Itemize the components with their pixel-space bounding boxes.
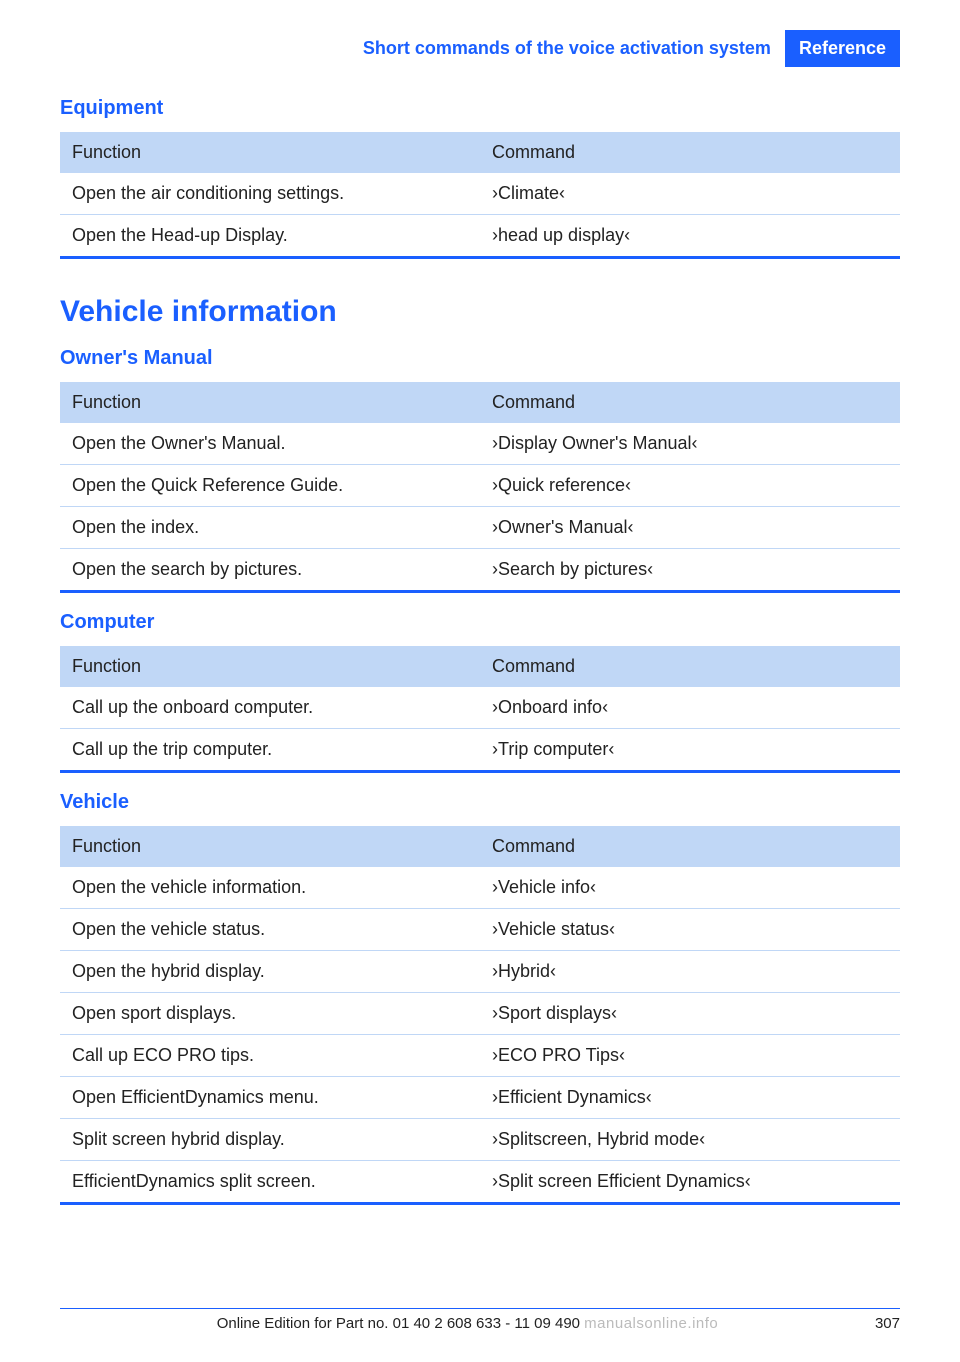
cell-command: ›Vehicle info‹ <box>480 867 900 909</box>
header-reference-tag: Reference <box>785 30 900 67</box>
footer-watermark: manualsonline.info <box>584 1315 718 1332</box>
section-heading-equipment: Equipment <box>60 97 900 120</box>
col-function: Function <box>60 132 480 173</box>
cell-function: Call up the trip computer. <box>60 729 480 772</box>
col-function: Function <box>60 826 480 867</box>
table-row: Open the index. ›Owner's Manual‹ <box>60 507 900 549</box>
col-function: Function <box>60 382 480 423</box>
cell-function: Open the hybrid display. <box>60 951 480 993</box>
footer-edition-label: Online Edition for Part no. 01 40 2 608 … <box>217 1315 580 1332</box>
cell-command: ›Onboard info‹ <box>480 687 900 729</box>
equipment-table: Function Command Open the air conditioni… <box>60 132 900 259</box>
cell-command: ›Quick reference‹ <box>480 465 900 507</box>
col-function: Function <box>60 646 480 687</box>
cell-function: Open the search by pictures. <box>60 549 480 592</box>
cell-command: ›Hybrid‹ <box>480 951 900 993</box>
page-footer: Online Edition for Part no. 01 40 2 608 … <box>60 1308 900 1332</box>
header-bar: Short commands of the voice activation s… <box>60 0 900 67</box>
cell-command: ›head up display‹ <box>480 215 900 258</box>
col-command: Command <box>480 826 900 867</box>
table-row: Call up ECO PRO tips. ›ECO PRO Tips‹ <box>60 1035 900 1077</box>
section-heading-owners-manual: Owner's Manual <box>60 347 900 370</box>
col-command: Command <box>480 382 900 423</box>
table-row: Open the search by pictures. ›Search by … <box>60 549 900 592</box>
table-row: Open the vehicle information. ›Vehicle i… <box>60 867 900 909</box>
cell-function: Open the Quick Reference Guide. <box>60 465 480 507</box>
table-header-row: Function Command <box>60 382 900 423</box>
cell-command: ›Sport displays‹ <box>480 993 900 1035</box>
cell-function: Open the air conditioning settings. <box>60 173 480 215</box>
table-row: Call up the onboard computer. ›Onboard i… <box>60 687 900 729</box>
col-command: Command <box>480 132 900 173</box>
table-row: Open EfficientDynamics menu. ›Efficient … <box>60 1077 900 1119</box>
cell-function: Split screen hybrid display. <box>60 1119 480 1161</box>
cell-function: Call up ECO PRO tips. <box>60 1035 480 1077</box>
vehicle-table: Function Command Open the vehicle inform… <box>60 826 900 1205</box>
cell-command: ›Climate‹ <box>480 173 900 215</box>
table-row: Open the air conditioning settings. ›Cli… <box>60 173 900 215</box>
table-header-row: Function Command <box>60 826 900 867</box>
computer-table: Function Command Call up the onboard com… <box>60 646 900 773</box>
table-row: Open sport displays. ›Sport displays‹ <box>60 993 900 1035</box>
table-row: Split screen hybrid display. ›Splitscree… <box>60 1119 900 1161</box>
page-container: Short commands of the voice activation s… <box>0 0 960 1257</box>
cell-command: ›Vehicle status‹ <box>480 909 900 951</box>
section-heading-vehicle-information: Vehicle information <box>60 295 900 329</box>
table-row: Open the Quick Reference Guide. ›Quick r… <box>60 465 900 507</box>
cell-function: Open the Owner's Manual. <box>60 423 480 465</box>
cell-function: EfficientDynamics split screen. <box>60 1161 480 1204</box>
table-row: Open the hybrid display. ›Hybrid‹ <box>60 951 900 993</box>
cell-function: Open sport displays. <box>60 993 480 1035</box>
section-heading-vehicle: Vehicle <box>60 791 900 814</box>
table-header-row: Function Command <box>60 646 900 687</box>
cell-command: ›Efficient Dynamics‹ <box>480 1077 900 1119</box>
cell-function: Open the vehicle information. <box>60 867 480 909</box>
table-row: EfficientDynamics split screen. ›Split s… <box>60 1161 900 1204</box>
cell-function: Call up the onboard computer. <box>60 687 480 729</box>
cell-command: ›Search by pictures‹ <box>480 549 900 592</box>
cell-command: ›Display Owner's Manual‹ <box>480 423 900 465</box>
cell-function: Open the Head-up Display. <box>60 215 480 258</box>
owners-manual-table: Function Command Open the Owner's Manual… <box>60 382 900 593</box>
col-command: Command <box>480 646 900 687</box>
section-heading-computer: Computer <box>60 611 900 634</box>
table-row: Open the Owner's Manual. ›Display Owner'… <box>60 423 900 465</box>
cell-command: ›Split screen Efficient Dynamics‹ <box>480 1161 900 1204</box>
cell-command: ›Owner's Manual‹ <box>480 507 900 549</box>
cell-command: ›ECO PRO Tips‹ <box>480 1035 900 1077</box>
cell-command: ›Splitscreen, Hybrid mode‹ <box>480 1119 900 1161</box>
table-row: Call up the trip computer. ›Trip compute… <box>60 729 900 772</box>
cell-command: ›Trip computer‹ <box>480 729 900 772</box>
table-header-row: Function Command <box>60 132 900 173</box>
header-breadcrumb: Short commands of the voice activation s… <box>349 30 785 67</box>
cell-function: Open the index. <box>60 507 480 549</box>
table-row: Open the Head-up Display. ›head up displ… <box>60 215 900 258</box>
table-row: Open the vehicle status. ›Vehicle status… <box>60 909 900 951</box>
footer-edition-text: Online Edition for Part no. 01 40 2 608 … <box>60 1315 875 1332</box>
cell-function: Open EfficientDynamics menu. <box>60 1077 480 1119</box>
cell-function: Open the vehicle status. <box>60 909 480 951</box>
page-number: 307 <box>875 1315 900 1332</box>
